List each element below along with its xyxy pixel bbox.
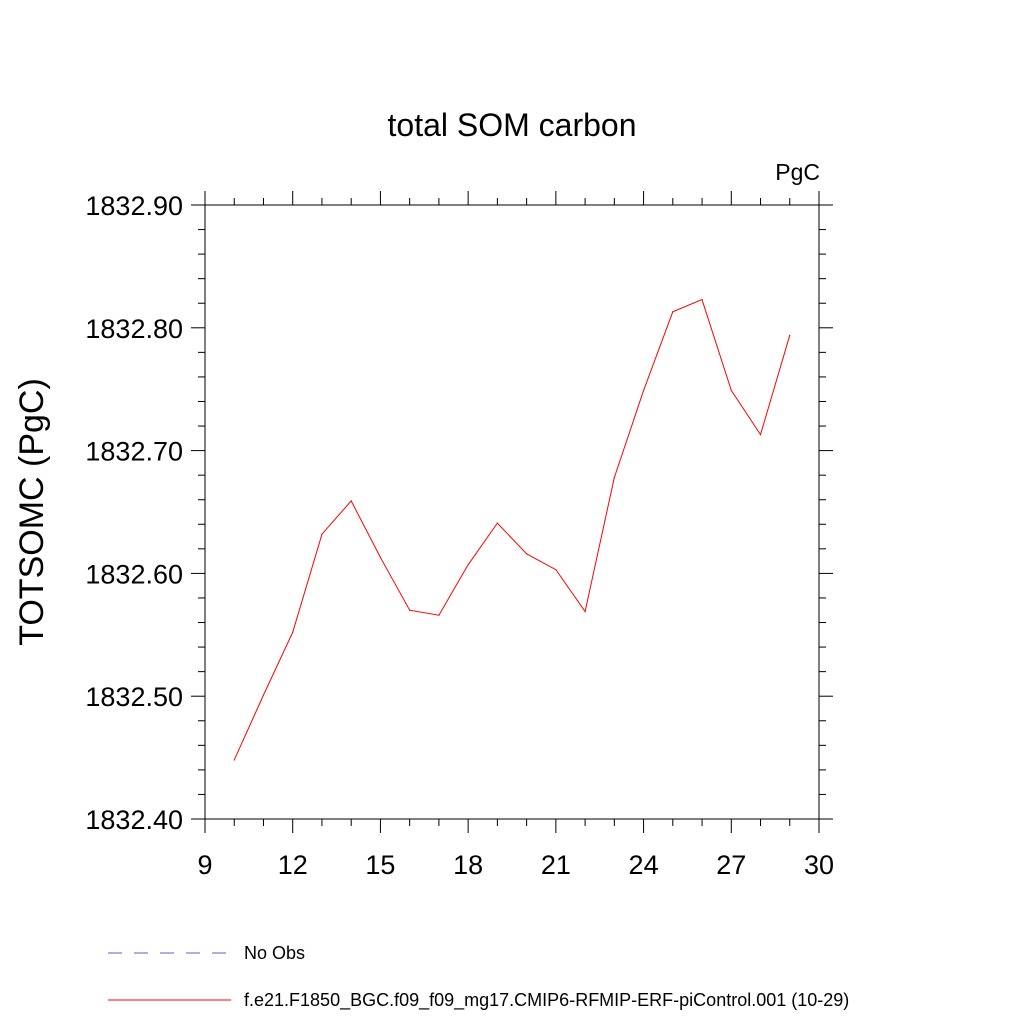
plot-frame bbox=[204, 204, 820, 820]
y-tick-label: 1832.90 bbox=[85, 191, 183, 221]
y-tick-label: 1832.40 bbox=[85, 805, 183, 835]
x-tick-label: 30 bbox=[804, 850, 834, 880]
x-tick-label: 24 bbox=[629, 850, 659, 880]
x-tick-label: 21 bbox=[541, 850, 571, 880]
data-point bbox=[438, 614, 440, 616]
data-point bbox=[233, 759, 235, 761]
data-point bbox=[730, 389, 732, 392]
series-layer bbox=[233, 298, 791, 761]
data-point bbox=[613, 477, 615, 479]
series-line-0 bbox=[233, 298, 791, 761]
legend-label: No Obs bbox=[244, 943, 305, 963]
units-label: PgC bbox=[775, 159, 820, 185]
data-point bbox=[292, 631, 294, 633]
y-tick-label: 1832.80 bbox=[85, 314, 183, 344]
chart-title: total SOM carbon bbox=[388, 107, 637, 143]
data-point bbox=[789, 334, 791, 336]
x-tick-label: 9 bbox=[197, 850, 212, 880]
data-point bbox=[526, 553, 528, 555]
y-tick-label: 1832.70 bbox=[85, 437, 183, 467]
x-tick-label: 15 bbox=[365, 850, 395, 880]
data-point bbox=[701, 298, 703, 301]
data-point bbox=[642, 389, 645, 392]
data-point bbox=[467, 564, 469, 566]
data-point bbox=[672, 311, 674, 313]
x-axis-ticks: 9 12 15 18 21 24 27 30 bbox=[197, 191, 834, 880]
data-point bbox=[321, 533, 323, 535]
legend-label: f.e21.F1850_BGC.f09_f09_mg17.CMIP6-RFMIP… bbox=[244, 990, 849, 1011]
y-axis-label: TOTSOMC (PgC) bbox=[13, 378, 51, 646]
data-point bbox=[409, 609, 411, 611]
data-point bbox=[350, 500, 352, 502]
data-point bbox=[262, 694, 265, 696]
data-point bbox=[759, 434, 762, 436]
y-tick-label: 1832.60 bbox=[85, 559, 183, 589]
y-axis-ticks: 1832.40 1832.50 1832.60 1832.70 1832.80 1832.… bbox=[85, 191, 833, 835]
x-tick-label: 12 bbox=[278, 850, 308, 880]
data-point bbox=[584, 610, 586, 613]
data-point bbox=[555, 569, 557, 571]
x-tick-label: 27 bbox=[716, 850, 746, 880]
x-tick-label: 18 bbox=[453, 850, 483, 880]
data-point bbox=[496, 522, 498, 524]
data-point bbox=[379, 556, 382, 559]
legend: No Obs f.e21.F1850_BGC.f09_f09_mg17.CMIP6… bbox=[108, 943, 849, 1011]
y-tick-label: 1832.50 bbox=[85, 682, 183, 712]
